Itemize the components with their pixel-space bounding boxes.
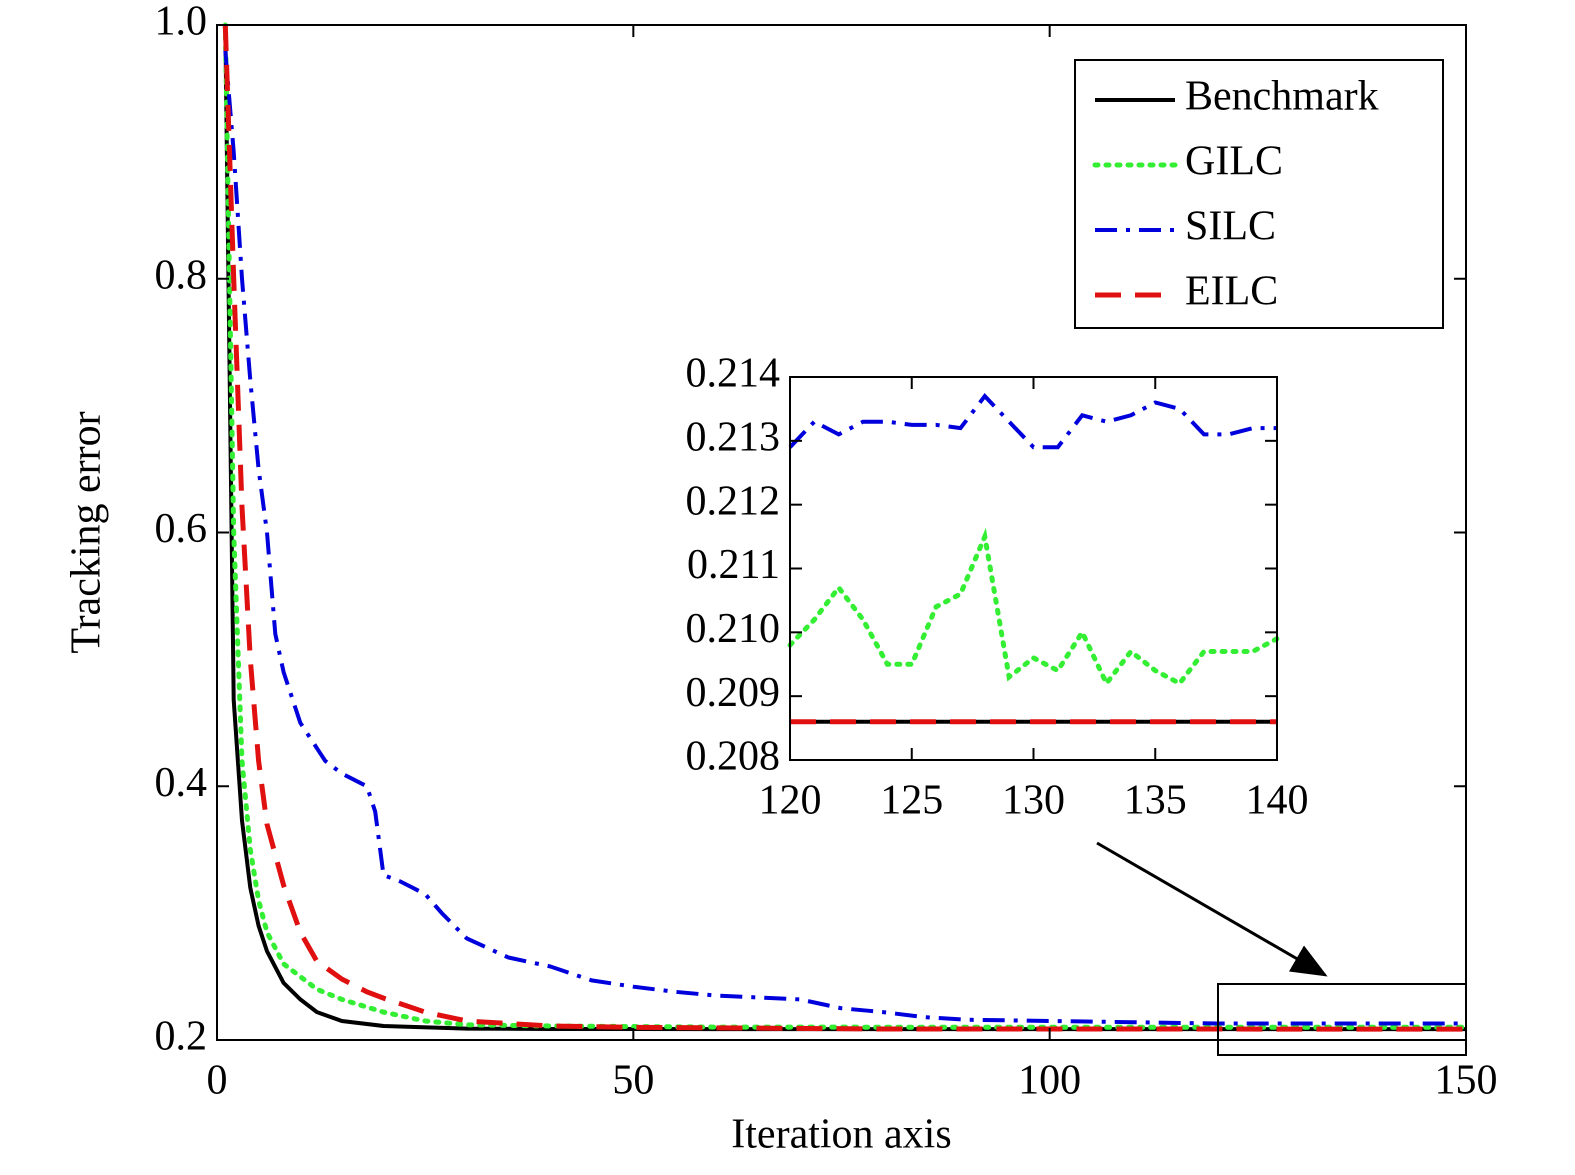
y-tick-label: 0.214	[686, 351, 781, 397]
legend-label: GILC	[1185, 139, 1283, 185]
y-tick-label: 0.212	[686, 478, 781, 524]
legend-label: EILC	[1185, 269, 1278, 315]
y-tick-label: 0.211	[687, 542, 780, 588]
y-axis-label: Tracking error	[64, 411, 110, 653]
y-tick-label: 0.209	[686, 670, 781, 716]
y-tick-label: 0.210	[686, 606, 781, 652]
x-tick-label: 120	[759, 778, 822, 824]
y-tick-label: 0.4	[155, 760, 208, 806]
legend-box	[1074, 59, 1444, 329]
zoom-arrow	[1096, 841, 1328, 977]
series-line	[788, 393, 1277, 450]
x-tick-label: 130	[1002, 778, 1065, 824]
x-tick-label: 125	[880, 778, 943, 824]
zoom-box	[1217, 983, 1467, 1056]
legend-label: SILC	[1185, 204, 1276, 250]
inset-background	[790, 377, 1277, 760]
y-tick-label: 1.0	[155, 0, 208, 45]
x-tick-label: 50	[612, 1058, 654, 1104]
x-tick-label: 150	[1435, 1058, 1498, 1104]
x-tick-label: 135	[1124, 778, 1187, 824]
series-line	[222, 24, 1467, 1032]
x-axis-label: Iteration axis	[731, 1112, 951, 1158]
x-tick-label: 100	[1018, 1058, 1081, 1104]
y-tick-label: 0.213	[686, 414, 781, 460]
x-tick-label: 140	[1246, 778, 1309, 824]
y-tick-label: 0.8	[155, 252, 208, 298]
legend-label: Benchmark	[1185, 74, 1379, 120]
x-tick-label: 0	[207, 1058, 228, 1104]
y-tick-label: 0.2	[155, 1014, 208, 1060]
series-line	[787, 527, 1280, 689]
y-tick-label: 0.6	[155, 506, 208, 552]
y-tick-label: 0.208	[686, 734, 781, 780]
